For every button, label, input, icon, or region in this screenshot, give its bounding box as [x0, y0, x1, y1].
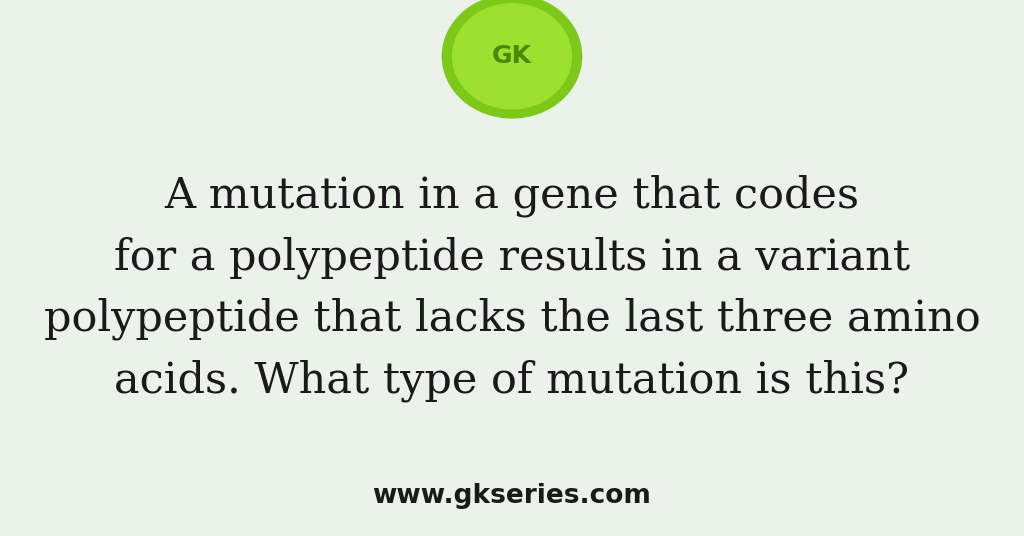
- Text: A mutation in a gene that codes: A mutation in a gene that codes: [165, 174, 859, 217]
- Text: acids. What type of mutation is this?: acids. What type of mutation is this?: [115, 359, 909, 402]
- Ellipse shape: [442, 0, 582, 118]
- Text: GK: GK: [492, 44, 532, 68]
- Text: www.gkseries.com: www.gkseries.com: [373, 483, 651, 509]
- Text: polypeptide that lacks the last three amino: polypeptide that lacks the last three am…: [44, 297, 980, 340]
- Text: for a polypeptide results in a variant: for a polypeptide results in a variant: [114, 236, 910, 279]
- Ellipse shape: [453, 4, 571, 109]
